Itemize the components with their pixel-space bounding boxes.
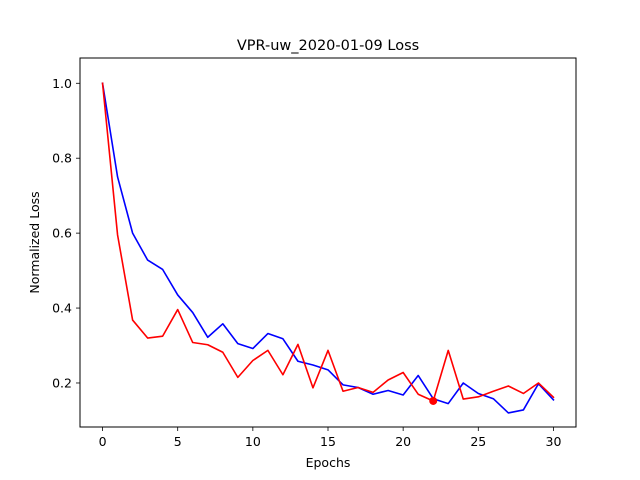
chart-title: VPR-uw_2020-01-09 Loss (237, 38, 419, 54)
y-tick-label: 1.0 (52, 76, 72, 91)
series-line-2 (101, 82, 555, 402)
x-tick-label: 25 (470, 434, 486, 449)
series-line-1 (101, 82, 555, 414)
x-tick-label: 10 (245, 434, 261, 449)
x-axis-label: Epochs (306, 455, 351, 470)
x-tick-label: 15 (320, 434, 336, 449)
x-tick-label: 30 (546, 434, 562, 449)
y-axis-ticks: 0.2 0.4 0.6 0.8 1.0 (52, 76, 80, 390)
y-axis-label: Normalized Loss (27, 191, 42, 293)
series-layer (101, 82, 555, 414)
x-tick-label: 0 (99, 434, 107, 449)
y-tick-label: 0.6 (52, 226, 72, 241)
highlight-marker (429, 396, 438, 405)
x-axis-ticks: 0 5 10 15 20 25 30 (99, 427, 562, 449)
x-tick-label: 20 (395, 434, 411, 449)
x-tick-label: 5 (174, 434, 182, 449)
y-tick-label: 0.8 (52, 151, 72, 166)
y-tick-label: 0.2 (52, 375, 72, 390)
y-tick-label: 0.4 (52, 301, 72, 316)
